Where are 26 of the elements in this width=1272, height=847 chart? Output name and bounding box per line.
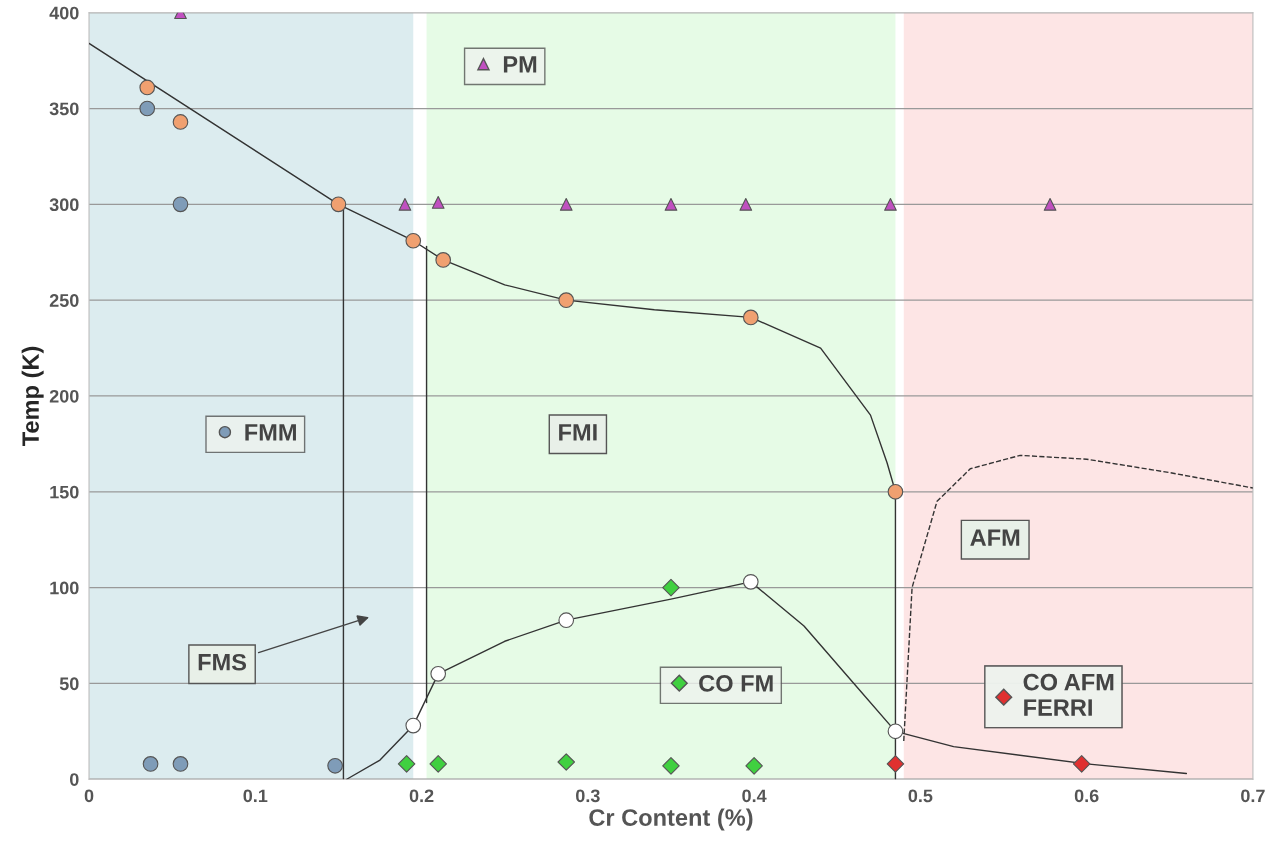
legend-label: CO FM	[699, 674, 773, 692]
legend-label: FMM	[245, 424, 296, 441]
legend-label: PM	[503, 56, 537, 73]
y-tick-label: 350	[49, 102, 79, 116]
x-tick-label: 0.3	[576, 789, 600, 803]
x-tick-label: 0.1	[243, 789, 268, 803]
x-tick-label: 0	[84, 789, 94, 803]
y-tick-label: 200	[49, 389, 79, 403]
y-axis-title: Temp (K)	[21, 346, 44, 446]
x-axis-title: Cr Content (%)	[589, 808, 753, 831]
y-tick-label: 300	[49, 198, 79, 212]
y-tick-label: 400	[49, 6, 79, 20]
x-tick-label: 0.5	[908, 789, 933, 803]
annotation: FMS	[198, 653, 247, 671]
x-tick-label: 0.6	[1074, 789, 1099, 803]
legend-label: CO AFM FERRI	[1023, 673, 1114, 716]
y-tick-label: 150	[50, 485, 79, 499]
x-tick-label: 0.4	[742, 789, 767, 803]
y-tick-label: 250	[49, 294, 79, 307]
y-tick-label: 0	[69, 773, 79, 786]
band-label: AFM	[970, 529, 1020, 546]
y-tick-label: 100	[50, 581, 79, 595]
band-label: FMI	[559, 424, 597, 441]
x-tick-label: 0.7	[1241, 789, 1265, 803]
y-tick-label: 50	[59, 677, 79, 691]
x-tick-label: 0.2	[409, 789, 434, 803]
